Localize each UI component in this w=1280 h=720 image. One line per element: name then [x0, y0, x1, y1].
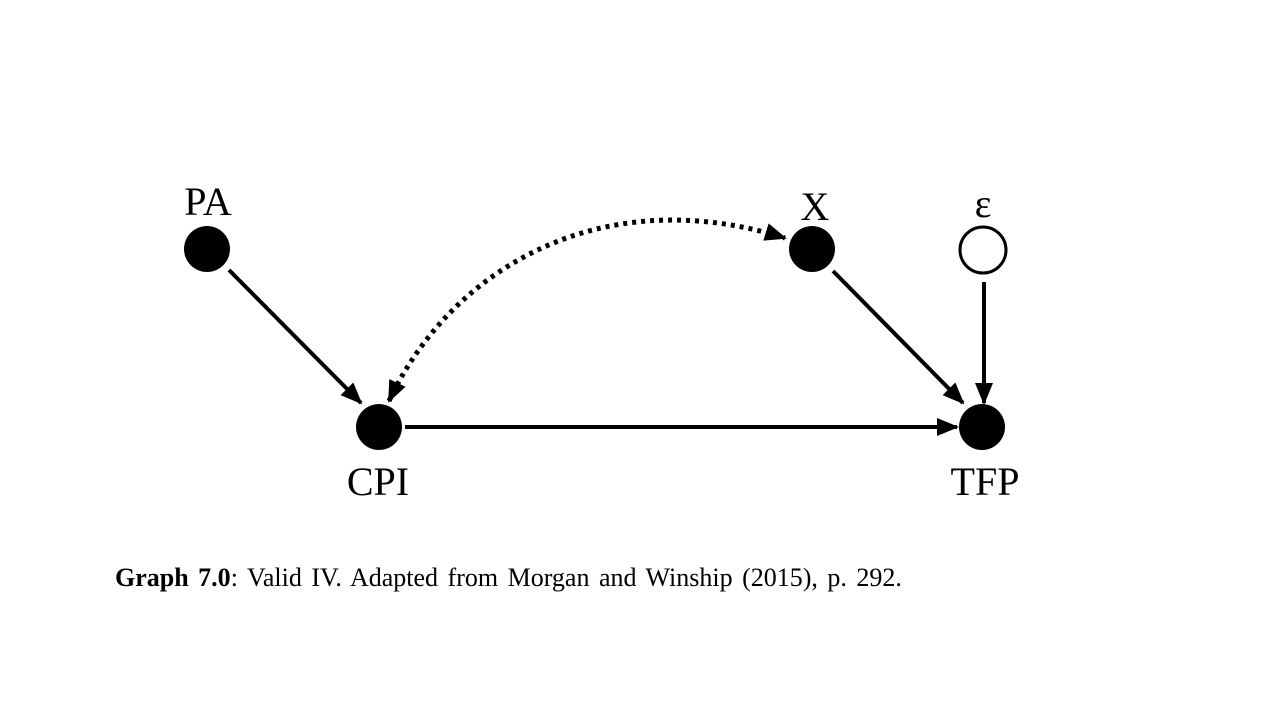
caption-text: : Valid IV. Adapted from Morgan and Wins…	[230, 563, 902, 592]
node-cpi	[356, 404, 402, 450]
node-label-x: X	[801, 184, 830, 229]
node-label-tfp: TFP	[951, 459, 1020, 504]
edge-cpi-x-bidirected-dotted	[386, 217, 787, 403]
node-tfp	[959, 404, 1005, 450]
figure-caption: Graph 7.0: Valid IV. Adapted from Morgan…	[115, 563, 902, 593]
node-label-cpi: CPI	[347, 459, 409, 504]
caption-bold-label: Graph 7.0	[115, 563, 231, 592]
node-x	[789, 226, 835, 272]
edge-x-to-tfp	[831, 269, 965, 405]
edge-pa-to-cpi	[227, 268, 363, 405]
node-label-epsilon: ε	[975, 181, 992, 226]
node-epsilon	[958, 225, 1008, 275]
node-label-pa: PA	[184, 179, 232, 224]
node-pa	[184, 226, 230, 272]
